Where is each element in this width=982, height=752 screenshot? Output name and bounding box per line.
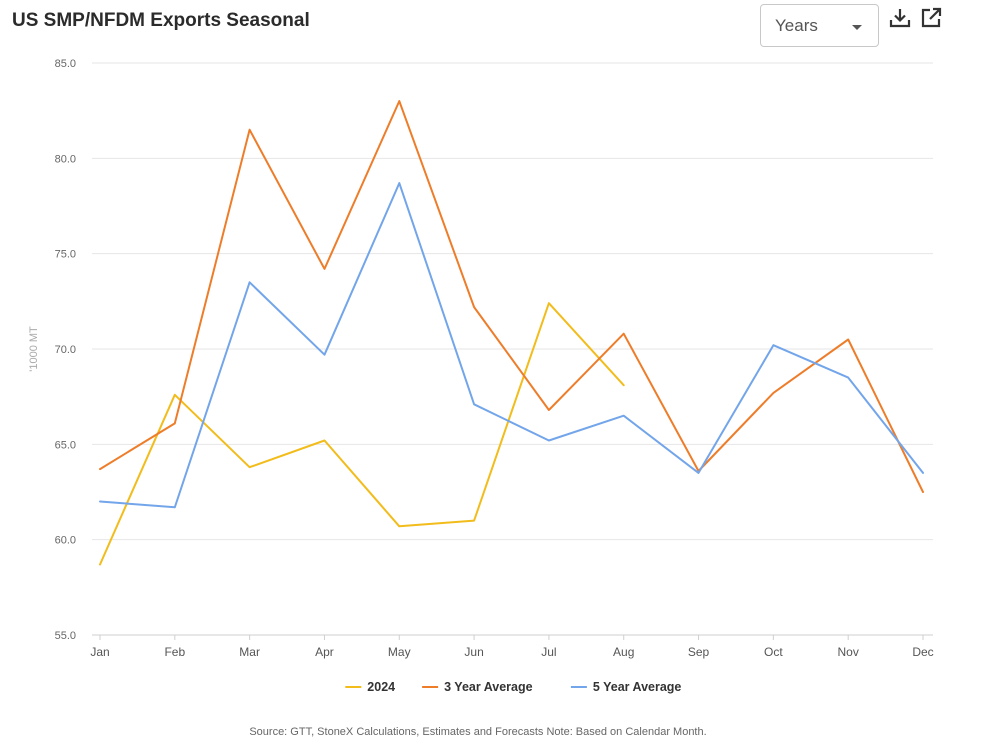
y-tick-label: 60.0 [55,535,76,547]
open-external-icon[interactable] [919,6,943,30]
series-line-3-year-average[interactable] [99,100,924,493]
download-icon[interactable] [888,6,912,30]
x-tick-label: Nov [838,645,859,659]
legend-label: 5 Year Average [593,680,682,694]
y-tick-label: 55.0 [55,630,76,642]
y-tick-label: 70.0 [55,344,76,356]
x-tick-label: Dec [912,645,933,659]
x-tick-label: May [388,645,411,659]
y-tick-label: 85.0 [55,58,76,70]
x-tick-label: Jul [541,645,556,659]
series-line-5-year-average[interactable] [99,182,924,509]
x-tick-label: Aug [613,645,634,659]
period-select[interactable]: Years [760,4,879,47]
chevron-down-icon [852,25,862,30]
legend-item[interactable]: 2024 [345,680,395,694]
y-tick-label: 65.0 [55,439,76,451]
x-tick-label: Jun [464,645,483,659]
legend-item[interactable]: 3 Year Average [422,680,533,694]
y-tick-label: 75.0 [55,249,76,261]
x-tick-label: Sep [688,645,710,659]
legend-label: 2024 [367,680,395,694]
period-select-value: Years [775,16,818,35]
x-tick-label: Mar [239,645,260,659]
x-tick-label: Oct [764,645,783,659]
x-tick-label: Apr [315,645,334,659]
y-axis-label: '1000 MT [28,326,40,372]
legend-label: 3 Year Average [444,680,533,694]
x-tick-label: Jan [90,645,109,659]
source-note: Source: GTT, StoneX Calculations, Estima… [249,726,707,738]
x-tick-label: Feb [164,645,185,659]
page-title: US SMP/NFDM Exports Seasonal [12,10,310,31]
y-tick-label: 80.0 [55,153,76,165]
legend-item[interactable]: 5 Year Average [570,680,682,694]
series-line-2024[interactable] [99,302,625,566]
